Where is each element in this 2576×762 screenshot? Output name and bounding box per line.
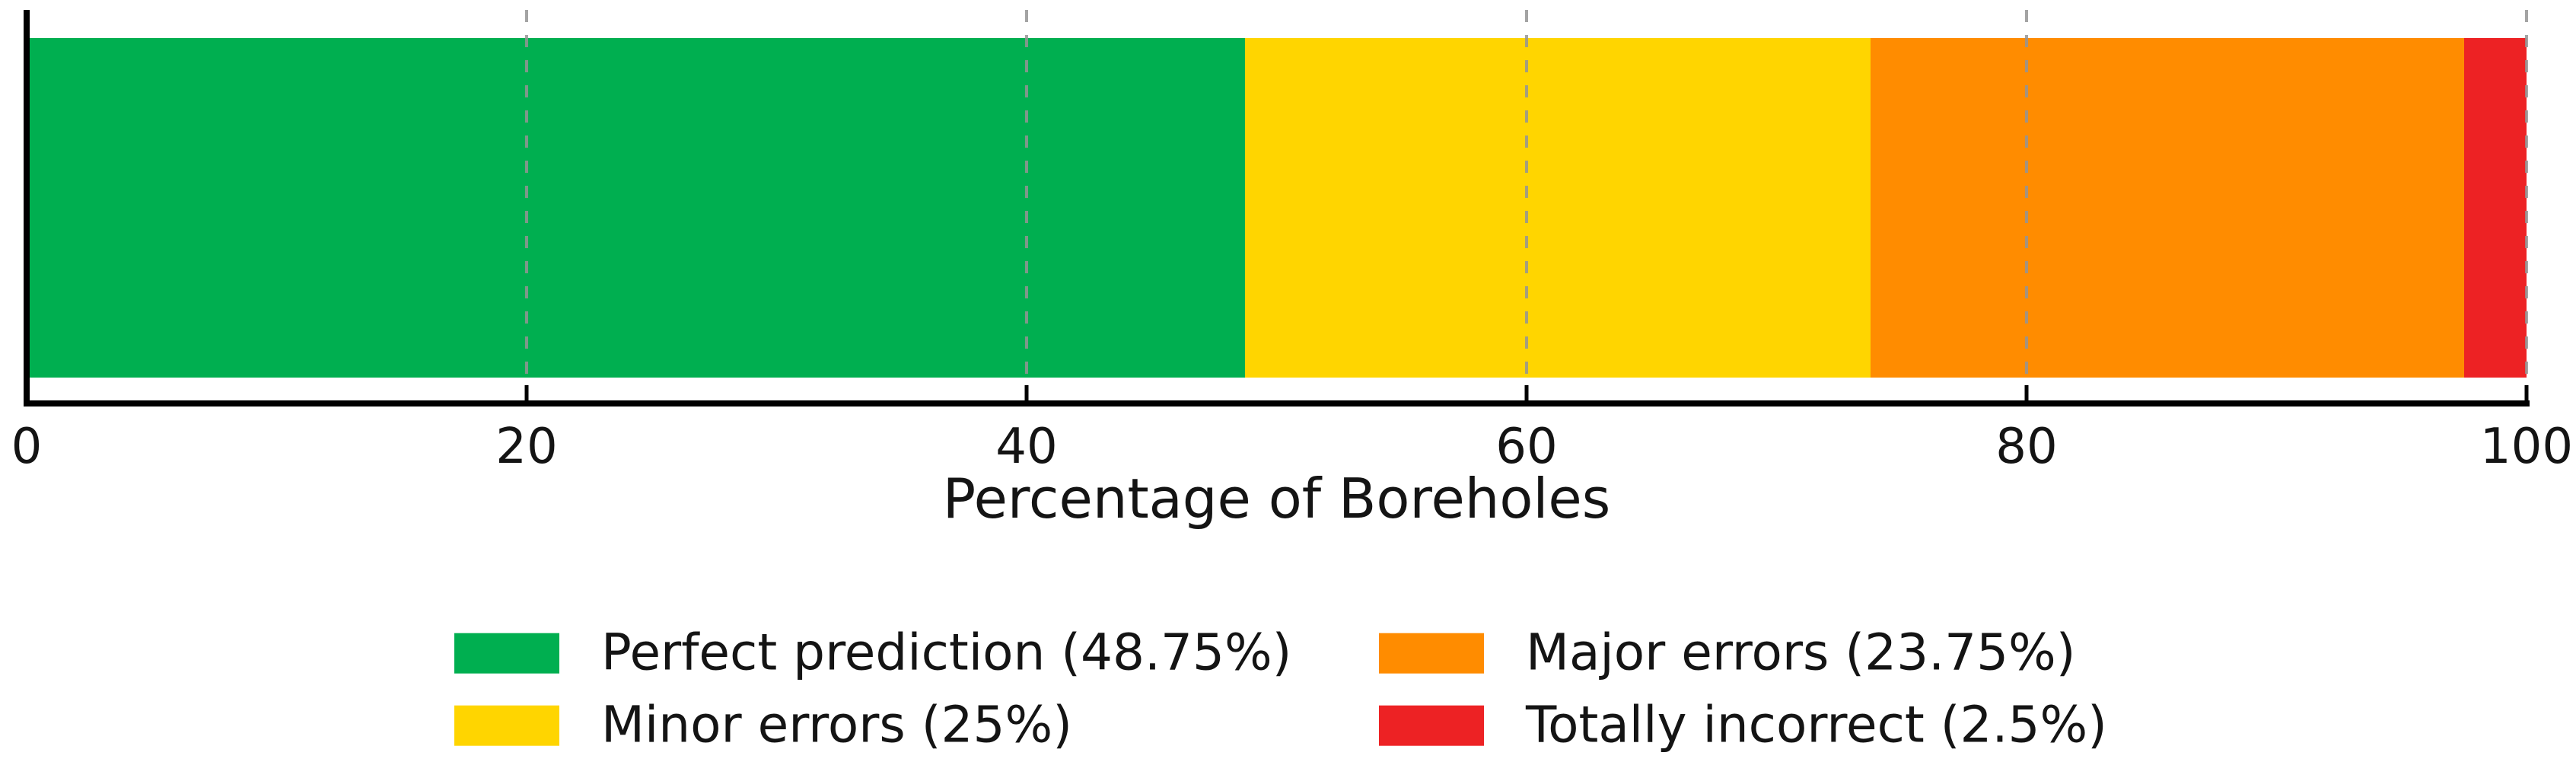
tick-mark-40 bbox=[1024, 385, 1029, 400]
stacked-bar bbox=[27, 38, 2527, 378]
tick-label-0: 0 bbox=[11, 419, 43, 475]
gridline-80 bbox=[2025, 10, 2028, 400]
tick-label-60: 60 bbox=[1495, 419, 1558, 475]
legend-swatch-minor-errors bbox=[454, 705, 559, 746]
bar-segment-totally-incorrect bbox=[2463, 38, 2527, 378]
legend-swatch-totally-incorrect bbox=[1379, 705, 1484, 746]
gridline-60 bbox=[1525, 10, 1528, 400]
x-axis-label: Percentage of Boreholes bbox=[942, 467, 1611, 531]
legend-entry-major-errors: Major errors (23.75%) bbox=[1379, 623, 2076, 682]
legend-label-totally-incorrect: Totally incorrect (2.5%) bbox=[1526, 695, 2107, 754]
tick-label-20: 20 bbox=[495, 419, 558, 475]
bar-segment-perfect-prediction bbox=[27, 38, 1246, 378]
legend-entry-totally-incorrect: Totally incorrect (2.5%) bbox=[1379, 695, 2107, 754]
tick-label-100: 100 bbox=[2479, 419, 2574, 475]
plot-area: 0 20 40 60 80 100 bbox=[11, 10, 2573, 473]
bar-segment-major-errors bbox=[1870, 38, 2464, 378]
gridline-40 bbox=[1025, 10, 1028, 400]
legend-label-minor-errors: Minor errors (25%) bbox=[601, 695, 1072, 754]
tick-label-80: 80 bbox=[1995, 419, 2058, 475]
legend-swatch-major-errors bbox=[1379, 633, 1484, 674]
tick-mark-20 bbox=[524, 385, 529, 400]
tick-mark-100 bbox=[2524, 385, 2529, 400]
gridline-100 bbox=[2525, 10, 2528, 400]
y-axis-spine bbox=[24, 10, 30, 407]
legend-swatch-perfect-prediction bbox=[454, 633, 559, 674]
tick-mark-80 bbox=[2024, 385, 2029, 400]
legend-label-perfect-prediction: Perfect prediction (48.75%) bbox=[601, 623, 1292, 682]
legend-entry-perfect-prediction: Perfect prediction (48.75%) bbox=[454, 623, 1292, 682]
legend-label-major-errors: Major errors (23.75%) bbox=[1526, 623, 2076, 682]
gridline-20 bbox=[525, 10, 528, 400]
tick-mark-60 bbox=[1524, 385, 1529, 400]
legend-entry-minor-errors: Minor errors (25%) bbox=[454, 695, 1072, 754]
x-axis-line bbox=[24, 400, 2530, 407]
bar-segment-minor-errors bbox=[1245, 38, 1871, 378]
tick-label-40: 40 bbox=[995, 419, 1058, 475]
tick-mark-0 bbox=[24, 385, 29, 400]
